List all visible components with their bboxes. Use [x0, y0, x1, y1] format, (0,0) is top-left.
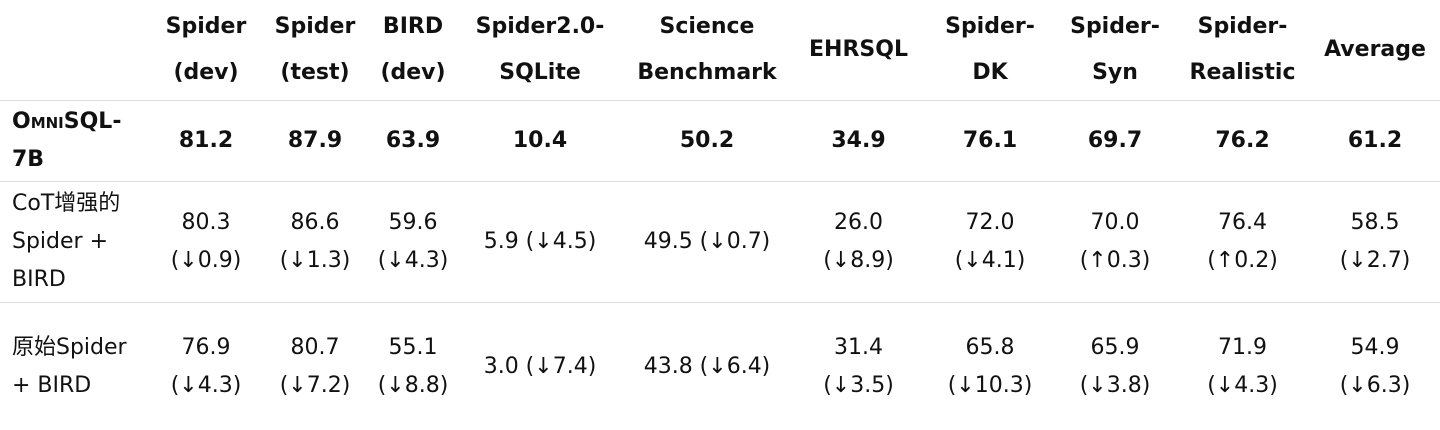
table-cell: 71.9 (↓4.3): [1175, 303, 1310, 430]
table-cell: 59.6 (↓4.3): [368, 182, 458, 303]
table-cell: 10.4: [458, 101, 622, 182]
table-cell: 87.9: [262, 101, 368, 182]
column-header: EHRSQL: [792, 0, 925, 101]
table-cell: 43.8 (↓6.4): [622, 303, 792, 430]
table-cell: 80.7 (↓7.2): [262, 303, 368, 430]
column-header: Science Benchmark: [622, 0, 792, 101]
table-cell: 58.5 (↓2.7): [1310, 182, 1440, 303]
table-cell: 65.9 (↓3.8): [1055, 303, 1175, 430]
table-cell: 76.4 (↑0.2): [1175, 182, 1310, 303]
table-cell: 70.0 (↑0.3): [1055, 182, 1175, 303]
table-cell: 5.9 (↓4.5): [458, 182, 622, 303]
table-cell: 55.1 (↓8.8): [368, 303, 458, 430]
table-cell: 34.9: [792, 101, 925, 182]
row-label: CoT增强的Spider + BIRD: [0, 182, 150, 303]
table-cell: 49.5 (↓0.7): [622, 182, 792, 303]
table-cell: 72.0 (↓4.1): [925, 182, 1055, 303]
table-cell: 86.6 (↓1.3): [262, 182, 368, 303]
table-cell: 31.4 (↓3.5): [792, 303, 925, 430]
column-header: Spider (test): [262, 0, 368, 101]
row-label: 原始Spider + BIRD: [0, 303, 150, 430]
table-cell: 80.3 (↓0.9): [150, 182, 262, 303]
table-cell: 81.2: [150, 101, 262, 182]
table-cell: 50.2: [622, 101, 792, 182]
table-cell: 76.2: [1175, 101, 1310, 182]
column-header: Spider-Syn: [1055, 0, 1175, 101]
column-header: Spider-Realistic: [1175, 0, 1310, 101]
table-cell: 61.2: [1310, 101, 1440, 182]
row-label: OmniSQL-7B: [0, 101, 150, 182]
table-cell: 3.0 (↓7.4): [458, 303, 622, 430]
table-cell: 26.0 (↓8.9): [792, 182, 925, 303]
column-header: Spider2.0-SQLite: [458, 0, 622, 101]
column-header: Spider (dev): [150, 0, 262, 101]
table-cell: 69.7: [1055, 101, 1175, 182]
column-header: BIRD (dev): [368, 0, 458, 101]
corner-cell: [0, 0, 150, 101]
table-cell: 54.9 (↓6.3): [1310, 303, 1440, 430]
header-row: Spider (dev)Spider (test)BIRD (dev)Spide…: [0, 0, 1440, 101]
table-cell: 76.9 (↓4.3): [150, 303, 262, 430]
column-header: Average: [1310, 0, 1440, 101]
table-cell: 63.9: [368, 101, 458, 182]
column-header: Spider-DK: [925, 0, 1055, 101]
table-cell: 76.1: [925, 101, 1055, 182]
table-cell: 65.8 (↓10.3): [925, 303, 1055, 430]
